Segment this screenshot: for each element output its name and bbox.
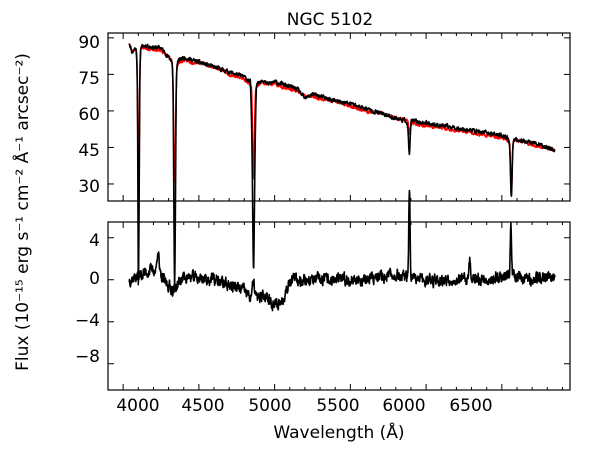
bottom-y-tick-label: −8 xyxy=(75,347,100,367)
top-y-tick-label: 45 xyxy=(78,141,100,161)
bottom-panel: 4 0 −4 −8 4000 4500 5000 5500 6000 6500 xyxy=(75,189,571,416)
bottom-panel-frame xyxy=(107,221,571,391)
bottom-y-tick-label: 0 xyxy=(89,269,100,289)
bottom-y-tick-label: −4 xyxy=(75,311,100,331)
x-tick-label: 4500 xyxy=(181,396,224,416)
x-tick-label: 6000 xyxy=(382,396,425,416)
top-y-tick-label: 90 xyxy=(78,33,100,53)
top-y-tick-label: 75 xyxy=(78,69,100,89)
x-tick-label: 6500 xyxy=(449,396,492,416)
top-panel-frame xyxy=(107,32,571,202)
x-axis-label: Wavelength (Å) xyxy=(273,421,404,443)
top-panel: 90 75 60 45 30 xyxy=(78,32,571,291)
series-line-1-0 xyxy=(128,189,556,312)
x-tick-label: 4000 xyxy=(116,396,159,416)
chart-title: NGC 5102 xyxy=(287,10,373,30)
x-tick-label: 5500 xyxy=(316,396,359,416)
series-line-0-0 xyxy=(128,43,556,291)
x-tick-label: 5000 xyxy=(248,396,291,416)
bottom-y-tick-label: 4 xyxy=(89,231,100,251)
top-y-tick-label: 30 xyxy=(78,177,100,197)
top-y-tick-label: 60 xyxy=(78,105,100,125)
y-axis-label: Flux (10⁻¹⁵ erg s⁻¹ cm⁻² Å⁻¹ arcsec⁻²) xyxy=(11,53,33,371)
series-line-0-1 xyxy=(128,43,556,195)
